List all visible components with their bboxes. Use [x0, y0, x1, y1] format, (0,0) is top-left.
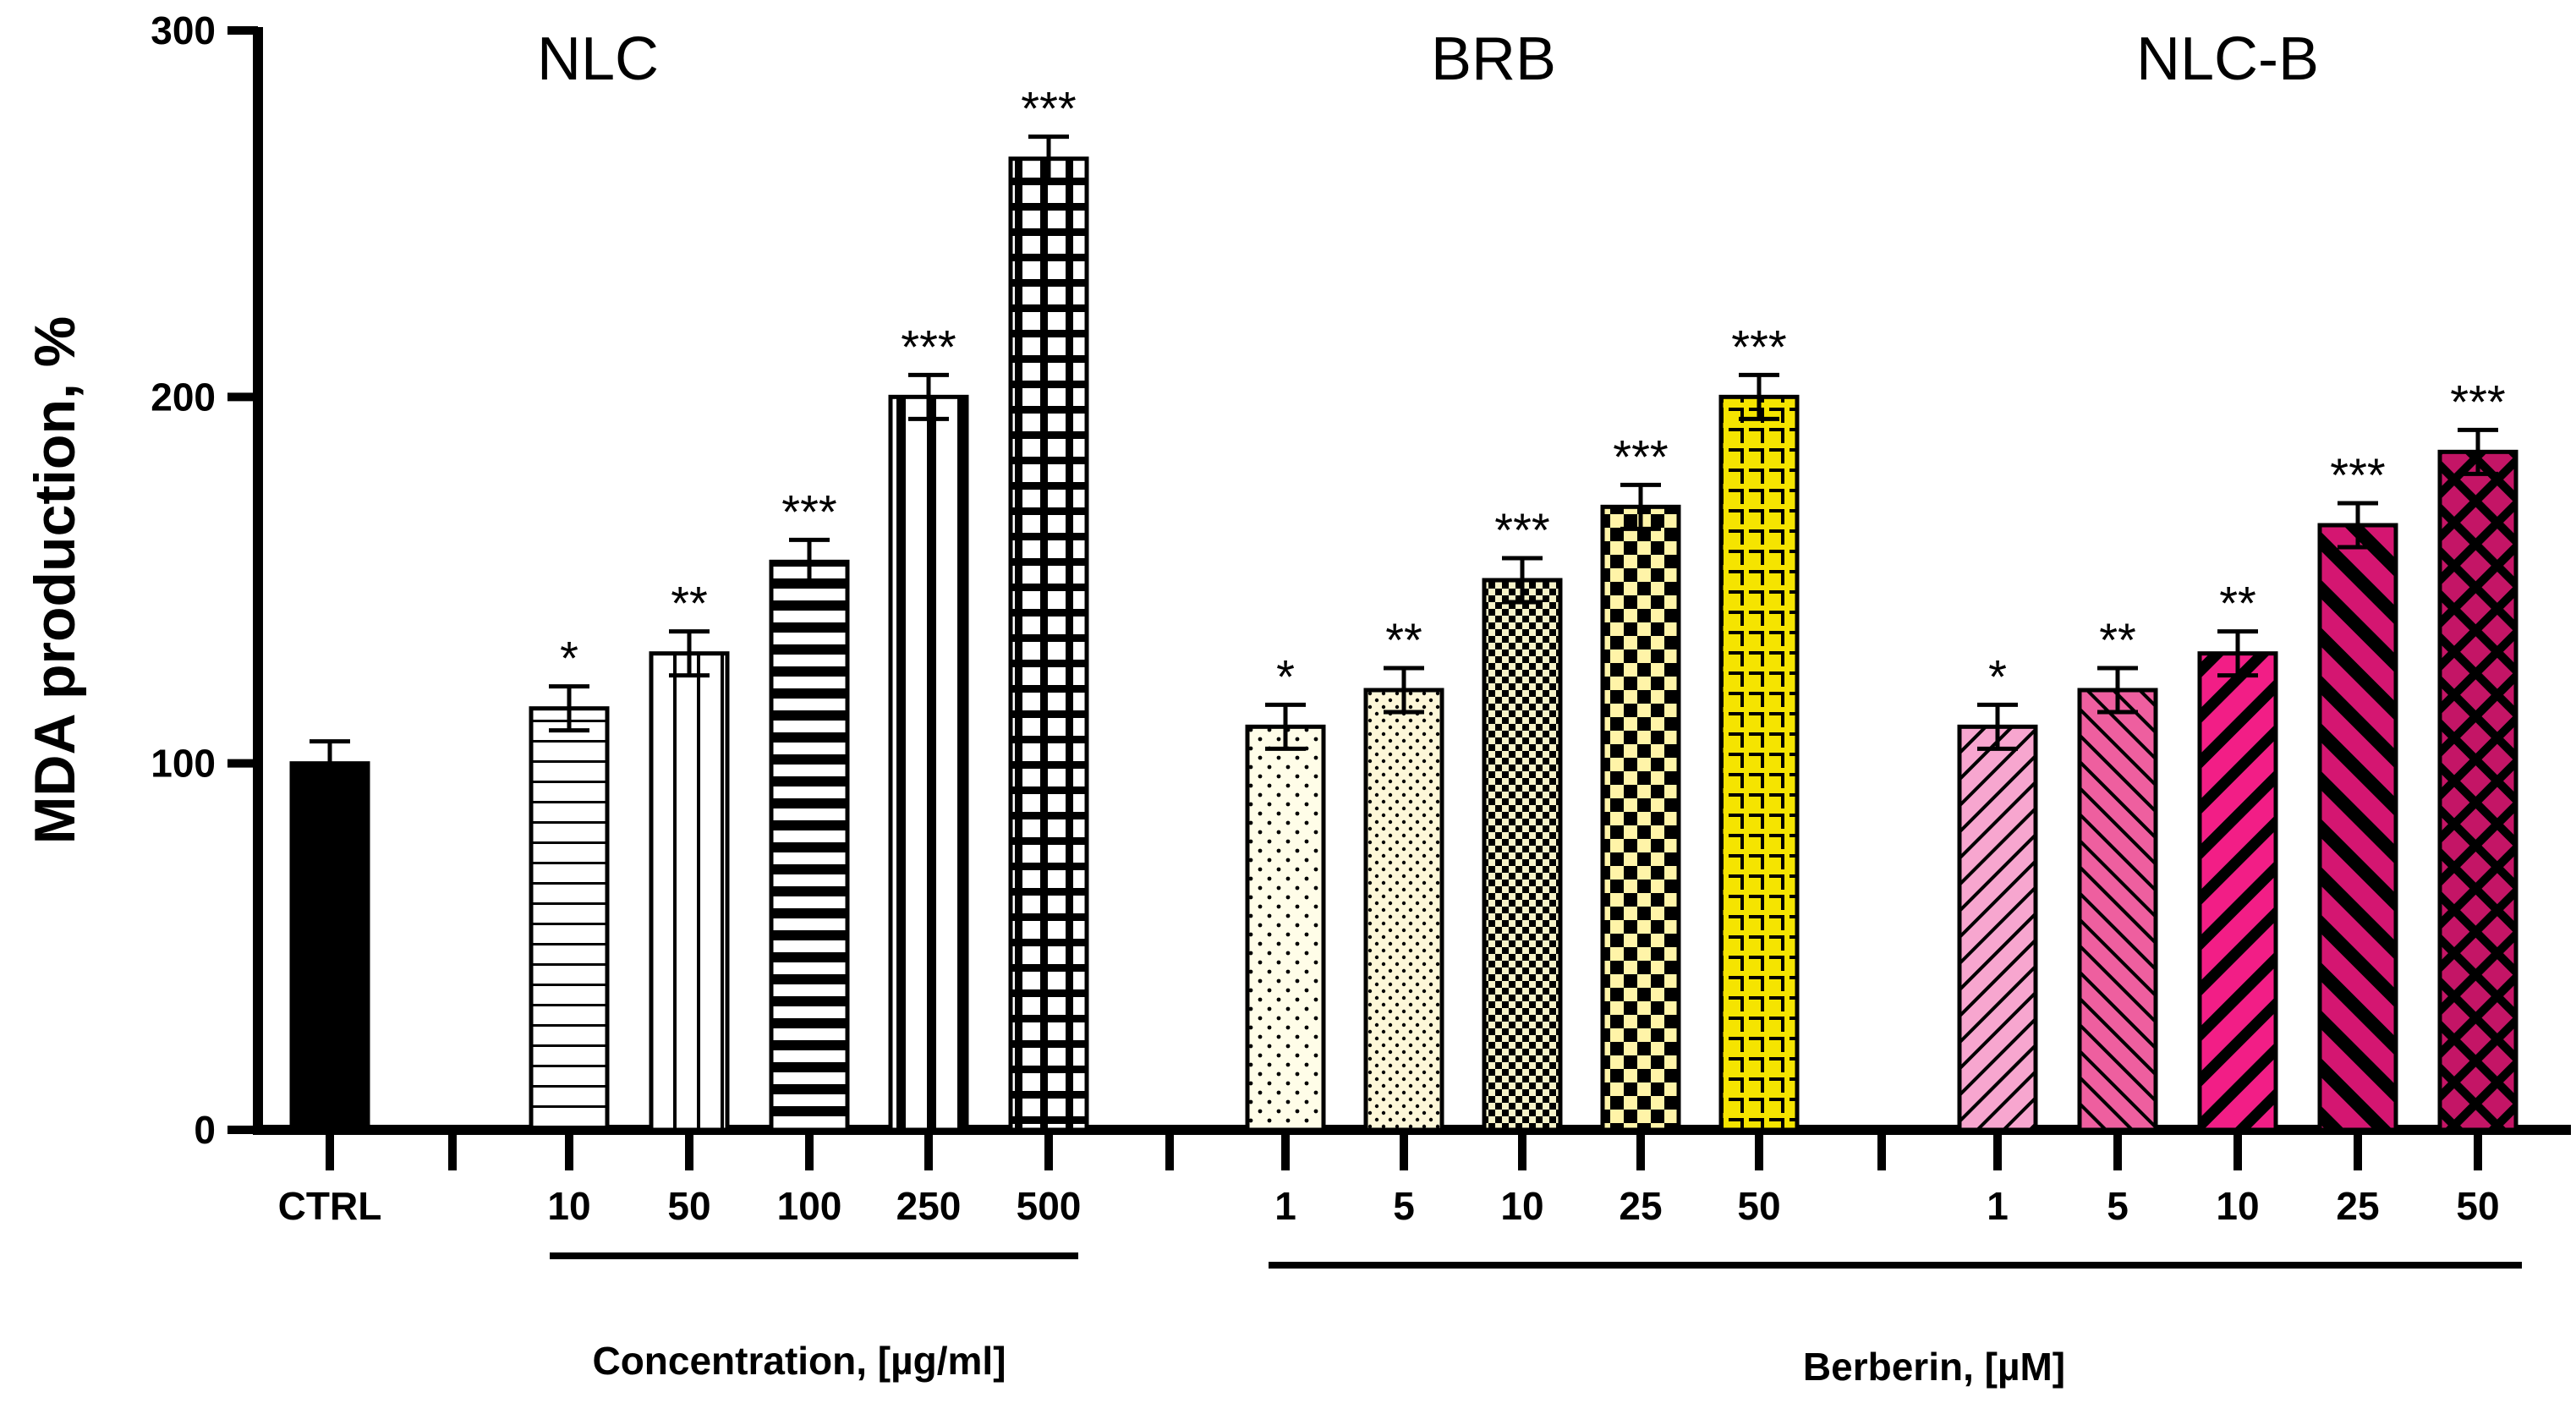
x-tick-label: 5	[2107, 1184, 2129, 1228]
bar-pattern	[1484, 580, 1560, 1130]
significance-label: ***	[2450, 375, 2505, 428]
x-tick-label: 10	[1500, 1184, 1543, 1228]
x-tick-label: 5	[1393, 1184, 1415, 1228]
bar-pattern	[2080, 690, 2156, 1130]
y-axis-label: MDA production, %	[23, 316, 87, 845]
significance-label: **	[2219, 577, 2256, 630]
bar-pattern	[1366, 690, 1442, 1130]
significance-label: ***	[781, 485, 836, 538]
x-tick-label: 50	[2456, 1184, 2499, 1228]
significance-label: ***	[901, 320, 956, 373]
group-title: BRB	[1431, 25, 1556, 93]
x-tick-label: 1	[1274, 1184, 1296, 1228]
group-title: NLC	[537, 25, 659, 93]
bar	[292, 763, 368, 1130]
bar-pattern	[2320, 525, 2396, 1130]
x-tick-label: 10	[2216, 1184, 2259, 1228]
y-tick-label: 0	[194, 1108, 216, 1152]
bar-pattern	[1247, 726, 1324, 1130]
x-axis-caption: Berberin, [µM]	[1803, 1345, 2065, 1389]
y-tick-label: 300	[151, 8, 216, 52]
x-tick-label: 1	[1987, 1184, 2009, 1228]
bar-pattern	[651, 653, 727, 1130]
axis-ticks	[227, 26, 2482, 1170]
bar-pattern	[1011, 158, 1087, 1131]
bar-pattern	[2200, 653, 2276, 1130]
bar-pattern	[1721, 397, 1797, 1130]
chart-texts: 0 100 200 300 MDA production, % CTRL NLC Concen…	[23, 8, 2506, 1389]
x-tick-label: CTRL	[278, 1184, 382, 1228]
x-tick-label: 50	[1737, 1184, 1780, 1228]
bar-pattern	[771, 562, 847, 1130]
x-tick-label: 100	[777, 1184, 842, 1228]
significance-label: *	[1988, 649, 2007, 703]
significance-label: *	[560, 632, 578, 685]
y-tick-label: 100	[151, 742, 216, 786]
significance-label: ***	[1731, 320, 1786, 373]
significance-label: ***	[2330, 448, 2385, 501]
bar-pattern	[2440, 452, 2516, 1130]
x-tick-label: 25	[1619, 1184, 1662, 1228]
significance-label: *	[1276, 649, 1295, 703]
significance-label: **	[1385, 613, 1422, 666]
significance-label: ***	[1021, 82, 1076, 135]
x-axis-caption: Concentration, [µg/ml]	[592, 1339, 1006, 1383]
significance-label: **	[671, 577, 708, 630]
bar-pattern	[531, 708, 607, 1130]
bar-pattern	[891, 397, 967, 1130]
significance-label: ***	[1613, 430, 1668, 483]
bars	[289, 134, 2518, 1132]
bar-pattern	[1603, 507, 1679, 1130]
x-tick-label: 250	[896, 1184, 962, 1228]
x-tick-label: 500	[1017, 1184, 1082, 1228]
group-title: NLC-B	[2136, 25, 2319, 93]
bar-pattern	[1959, 726, 2036, 1130]
x-tick-label: 25	[2336, 1184, 2379, 1228]
x-tick-label: 10	[547, 1184, 590, 1228]
significance-label: **	[2099, 613, 2136, 666]
y-tick-label: 200	[151, 375, 216, 419]
x-tick-label: 50	[667, 1184, 710, 1228]
significance-label: ***	[1494, 503, 1549, 556]
